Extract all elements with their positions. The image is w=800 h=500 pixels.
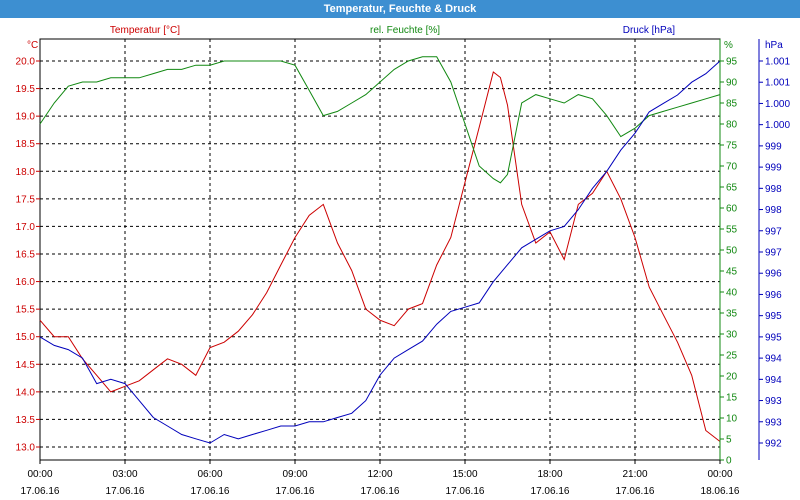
temperature-tick-label: 18.5 [16, 139, 36, 150]
date-tick-label: 18.06.16 [701, 486, 740, 497]
series-lines [39, 56, 721, 444]
humidity-tick-label: 70 [726, 162, 738, 173]
humidity-tick-label: 40 [726, 288, 738, 299]
humidity-line [39, 56, 721, 184]
temperature-tick-label: 16.0 [16, 277, 36, 288]
temperature-tick-label: 16.5 [16, 250, 36, 261]
time-tick-label: 00:00 [707, 469, 732, 480]
pressure-tick-label: 996 [765, 269, 782, 280]
humidity-tick-label: 20 [726, 372, 738, 383]
pressure-tick-label: 995 [765, 311, 782, 322]
humidity-tick-label: 0 [726, 456, 732, 467]
pressure-unit-label: hPa [765, 40, 783, 51]
date-tick-label: 17.06.16 [616, 486, 655, 497]
temperature-tick-label: 17.5 [16, 194, 36, 205]
pressure-tick-label: 992 [765, 439, 782, 450]
humidity-tick-label: 90 [726, 78, 738, 89]
temperature-tick-label: 13.0 [16, 443, 36, 454]
pressure-tick-label: 993 [765, 396, 782, 407]
humidity-tick-label: 10 [726, 414, 738, 425]
temperature-tick-label: 20.0 [16, 57, 36, 68]
date-tick-label: 17.06.16 [106, 486, 145, 497]
humidity-tick-label: 45 [726, 267, 738, 278]
humidity-tick-label: 50 [726, 246, 738, 257]
humidity-tick-label: 30 [726, 330, 738, 341]
chart-title: Temperatur, Feuchte & Druck [323, 3, 477, 15]
time-tick-label: 00:00 [27, 469, 52, 480]
pressure-tick-label: 994 [765, 354, 782, 365]
temperature-tick-label: 13.5 [16, 415, 36, 426]
humidity-tick-label: 5 [726, 435, 732, 446]
temperature-axis: 20.0 19.5 19.0 18.5 18.0 17.5 17.0 16.5 16.0 15.5… [16, 57, 40, 454]
time-tick-label: 03:00 [112, 469, 137, 480]
pressure-axis: 1.001 1.001 1.000 1.000 999 999 998 998 997 997 99… [758, 39, 790, 460]
date-tick-label: 17.06.16 [361, 486, 400, 497]
pressure-tick-label: 996 [765, 290, 782, 301]
temperature-tick-label: 15.0 [16, 332, 36, 343]
pressure-tick-label: 997 [765, 226, 782, 237]
humidity-axis-label: rel. Feuchte [%] [370, 25, 440, 36]
date-tick-label: 17.06.16 [446, 486, 485, 497]
humidity-tick-label: 95 [726, 57, 738, 68]
humidity-tick-label: 60 [726, 204, 738, 215]
time-tick-label: 18:00 [537, 469, 562, 480]
temperature-tick-label: 15.5 [16, 305, 36, 316]
temperature-tick-label: 14.5 [16, 360, 36, 371]
pressure-tick-label: 1.001 [765, 57, 790, 68]
time-tick-label: 12:00 [367, 469, 392, 480]
humidity-tick-label: 85 [726, 99, 738, 110]
time-tick-label: 21:00 [622, 469, 647, 480]
pressure-tick-label: 1.000 [765, 99, 790, 110]
temperature-tick-label: 19.0 [16, 112, 36, 123]
pressure-tick-label: 995 [765, 332, 782, 343]
date-tick-label: 17.06.16 [21, 486, 60, 497]
pressure-tick-label: 999 [765, 141, 782, 152]
humidity-tick-label: 80 [726, 120, 738, 131]
temperature-tick-label: 17.0 [16, 222, 36, 233]
pressure-tick-label: 1.001 [765, 78, 790, 89]
pressure-tick-label: 994 [765, 375, 782, 386]
pressure-tick-label: 997 [765, 248, 782, 259]
time-tick-label: 06:00 [197, 469, 222, 480]
humidity-tick-label: 25 [726, 351, 738, 362]
pressure-axis-label: Druck [hPa] [623, 25, 675, 36]
pressure-line [39, 60, 721, 444]
pressure-tick-label: 998 [765, 184, 782, 195]
pressure-tick-label: 993 [765, 417, 782, 428]
time-tick-label: 15:00 [452, 469, 477, 480]
humidity-tick-label: 55 [726, 225, 738, 236]
time-axis: 00:00 17.06.16 03:00 17.06.16 06:00 17.06.16 0… [21, 460, 740, 497]
date-tick-label: 17.06.16 [276, 486, 315, 497]
humidity-tick-label: 15 [726, 393, 738, 404]
humidity-tick-label: 35 [726, 309, 738, 320]
temperature-unit-label: °C [27, 40, 38, 51]
humidity-unit-label: % [724, 40, 733, 51]
humidity-tick-label: 75 [726, 141, 738, 152]
time-tick-label: 09:00 [282, 469, 307, 480]
pressure-tick-label: 999 [765, 163, 782, 174]
chart-title-bar: Temperatur, Feuchte & Druck [0, 0, 800, 18]
temperature-tick-label: 18.0 [16, 167, 36, 178]
temperature-axis-label: Temperatur [°C] [110, 25, 180, 36]
humidity-tick-label: 65 [726, 183, 738, 194]
grid-lines [40, 39, 720, 460]
date-tick-label: 17.06.16 [191, 486, 230, 497]
pressure-tick-label: 998 [765, 205, 782, 216]
date-tick-label: 17.06.16 [531, 486, 570, 497]
temperature-tick-label: 14.0 [16, 387, 36, 398]
pressure-tick-label: 1.000 [765, 120, 790, 131]
temperature-tick-label: 19.5 [16, 84, 36, 95]
